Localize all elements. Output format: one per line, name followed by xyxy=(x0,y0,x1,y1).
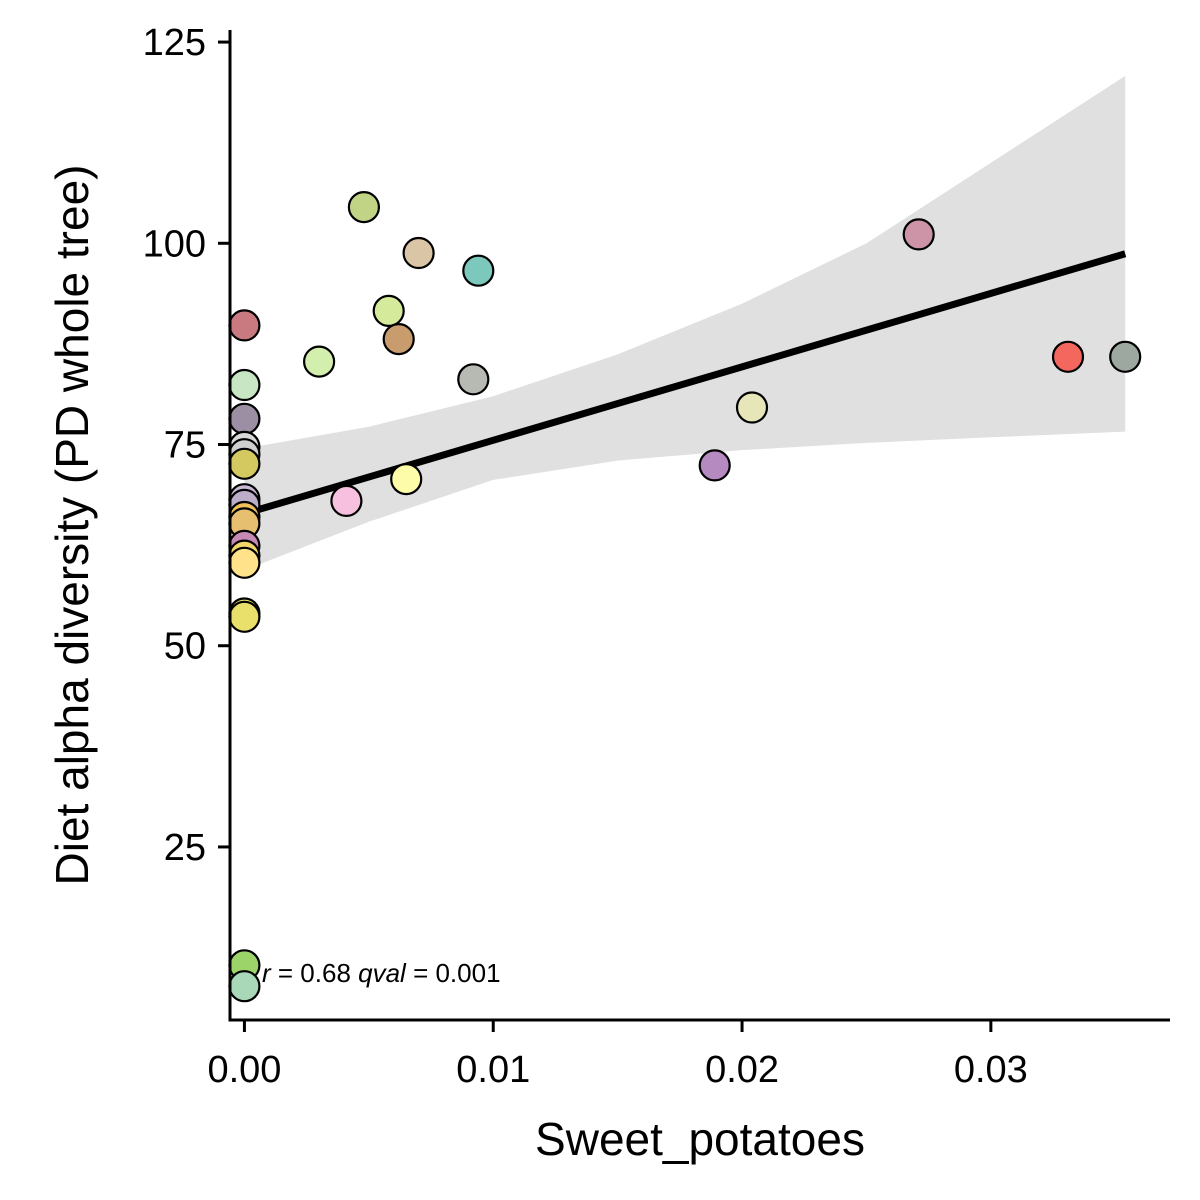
data-point xyxy=(330,484,363,517)
data-point xyxy=(228,309,261,342)
stats-annotation: r = 0.68 qval = 0.001 xyxy=(262,958,501,988)
r-value: = 0.68 xyxy=(271,958,358,988)
data-point xyxy=(457,363,490,396)
x-tick-label: 0.00 xyxy=(207,1049,281,1091)
y-tick-label: 75 xyxy=(164,425,206,467)
data-points-layer xyxy=(228,191,1142,1003)
data-point xyxy=(1109,340,1142,373)
data-point xyxy=(228,402,261,435)
x-tick-label: 0.02 xyxy=(705,1049,779,1091)
data-point xyxy=(228,600,261,633)
data-point xyxy=(390,463,423,496)
r-symbol: r xyxy=(262,958,272,988)
data-point xyxy=(347,191,380,224)
data-point xyxy=(1051,340,1085,373)
tick-labels-layer: 0.00 0.01 0.02 0.03 25 50 75 100 125 xyxy=(143,22,1028,1091)
data-point xyxy=(372,294,405,327)
regression-line xyxy=(243,250,1127,518)
data-point xyxy=(462,254,495,287)
data-point xyxy=(902,218,935,251)
data-point xyxy=(228,546,261,579)
confidence-band xyxy=(244,75,1126,571)
data-point xyxy=(228,970,261,1003)
y-tick-label: 25 xyxy=(164,827,206,869)
x-tick-label: 0.01 xyxy=(456,1049,530,1091)
x-axis-title: Sweet_potatoes xyxy=(535,1113,865,1165)
y-tick-label: 50 xyxy=(164,626,206,668)
data-point xyxy=(382,323,415,356)
axes-layer xyxy=(218,30,1170,1032)
data-point xyxy=(228,447,261,480)
confidence-band-layer xyxy=(244,75,1126,571)
data-point xyxy=(402,236,435,270)
x-tick-label: 0.03 xyxy=(954,1049,1028,1091)
data-point xyxy=(228,368,261,402)
y-tick-label: 125 xyxy=(143,22,206,64)
fit-line-layer xyxy=(243,250,1127,518)
data-point xyxy=(698,449,731,482)
y-axis-title: Diet alpha diversity (PD whole tree) xyxy=(46,165,98,886)
qval-value: = 0.001 xyxy=(406,958,501,988)
y-tick-label: 100 xyxy=(143,223,206,265)
data-point xyxy=(303,345,336,378)
qval-symbol: qval xyxy=(358,958,407,988)
data-point xyxy=(735,391,769,424)
